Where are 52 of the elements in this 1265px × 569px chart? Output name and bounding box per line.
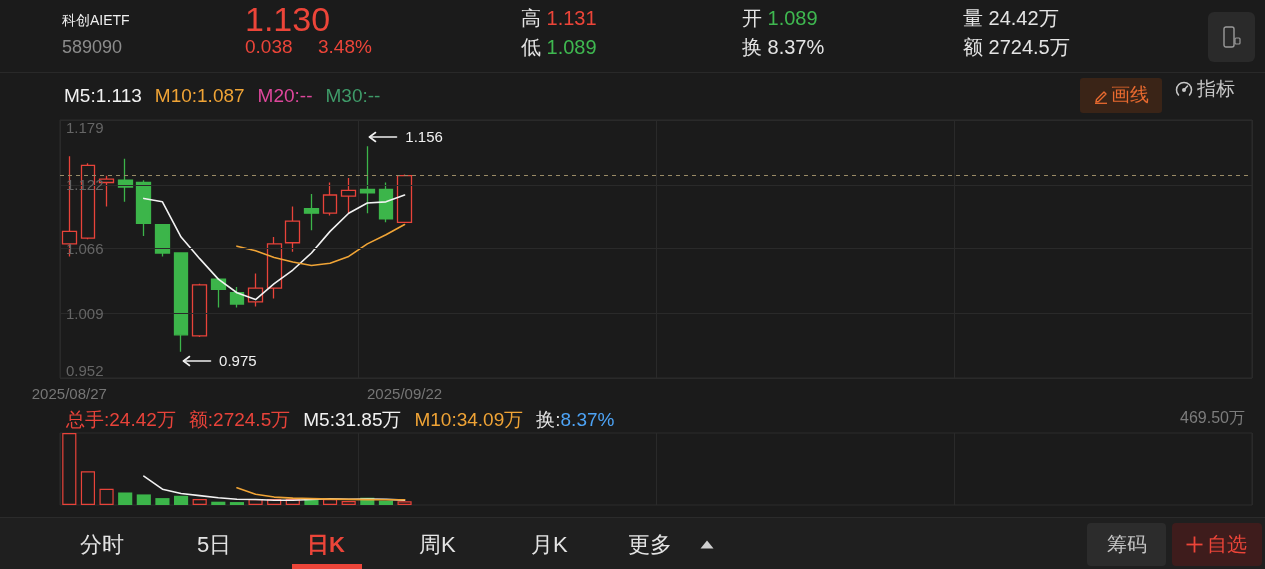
text: M5:31.85万	[303, 408, 402, 432]
annotation: 1.156	[405, 128, 443, 147]
bar	[80, 471, 96, 505]
text: 指标	[1197, 77, 1235, 101]
bar	[155, 498, 170, 505]
y-tick-label: 1.066	[66, 239, 104, 257]
y-tick-label: 1.179	[66, 119, 104, 136]
x-tick-label: 2025/08/27	[31, 385, 107, 402]
text: 开 1.089	[742, 7, 818, 29]
text: 0.038	[245, 36, 293, 58]
y-tick-label: 1.122	[66, 176, 104, 194]
text: 低 1.089	[521, 36, 597, 58]
text: 分时	[80, 532, 124, 558]
text: M10:1.087	[154, 84, 245, 108]
button: 筹码	[1087, 523, 1166, 566]
bar	[378, 500, 394, 505]
text: 5日	[197, 532, 232, 558]
text: 1.130	[245, 0, 331, 38]
text: 469.50万	[1180, 408, 1245, 428]
x-tick-label: 2025/09/22	[367, 385, 443, 402]
bar	[192, 499, 207, 505]
text: 量 24.42万	[963, 7, 1059, 29]
y-tick-label: 1.009	[66, 304, 104, 322]
text: M5:1.113	[64, 84, 142, 108]
bar	[62, 433, 77, 505]
annotation: 0.975	[219, 351, 257, 370]
text: 高 1.131	[521, 7, 597, 29]
bar	[99, 488, 114, 505]
chart-subtitle: 589090	[62, 36, 123, 58]
text: 换 8.37%	[742, 36, 825, 58]
legend-label: M20:--	[257, 84, 313, 108]
legend-label: M30:--	[325, 84, 381, 108]
text: 月K	[531, 532, 568, 558]
text: 周K	[419, 532, 456, 558]
bar	[173, 495, 189, 505]
bar	[341, 501, 356, 505]
text: 更多	[628, 532, 672, 558]
bar	[397, 501, 412, 505]
text: M10:34.09万	[414, 408, 524, 432]
chart-title: 科创AIETF	[62, 11, 130, 30]
text: 换:8.37%	[536, 409, 615, 430]
series-label: 总手:24.42万	[66, 408, 176, 432]
text: 日K	[307, 532, 345, 558]
text: 额:2724.5万	[188, 408, 291, 432]
draw-button: 画线	[1080, 78, 1162, 113]
add-button: 自选	[1172, 523, 1262, 566]
bar	[229, 502, 245, 505]
y-tick-label: 0.952	[66, 362, 104, 379]
text: 额 2724.5万	[963, 36, 1070, 58]
bar	[136, 494, 151, 505]
bar	[118, 492, 133, 505]
text: 3.48%	[318, 36, 372, 58]
